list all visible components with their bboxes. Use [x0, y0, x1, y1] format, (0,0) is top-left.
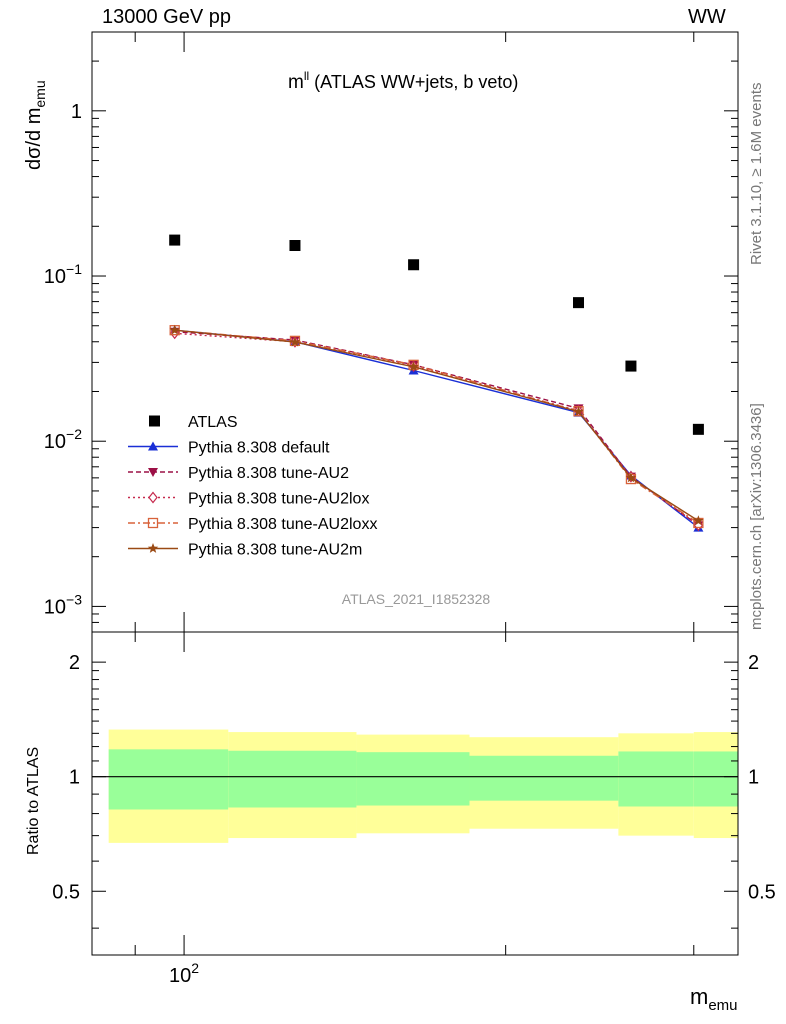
- ratio-tick-label-right: 1: [748, 767, 759, 789]
- series-marker: [147, 543, 159, 553]
- series-line: [174, 329, 699, 522]
- series-marker: [625, 472, 637, 483]
- legend-series-label: Pythia 8.308 tune-AU2m: [188, 542, 362, 559]
- legend-series-label: Pythia 8.308 tune-AU2lox: [188, 491, 369, 508]
- ratio-tick-label-left: 2: [69, 652, 80, 674]
- ratio-inner-band: [108, 749, 229, 810]
- ratio-inner-band: [618, 751, 694, 807]
- y-tick-label: 10−3: [44, 591, 82, 618]
- atlas-data-point: [169, 234, 181, 246]
- process-label: WW: [688, 6, 726, 28]
- energy-label: 13000 GeV pp: [102, 6, 231, 28]
- ratio-inner-band: [228, 750, 357, 808]
- ratio-tick-label-right: 2: [748, 652, 759, 674]
- atlas-data-point: [692, 423, 704, 435]
- legend-series-label: Pythia 8.308 tune-AU2: [188, 465, 349, 482]
- series-group: [169, 324, 704, 526]
- series-line: [174, 329, 699, 524]
- series-marker: [148, 468, 158, 477]
- ratio-plot-frame: [91, 631, 739, 956]
- analysis-watermark: ATLAS_2021_I1852328: [342, 591, 491, 607]
- ratio-inner-band: [469, 755, 619, 801]
- atlas-data-point: [625, 360, 637, 372]
- plot-title: mll (ATLAS WW+jets, b veto): [288, 69, 518, 93]
- ratio-axis-label: Ratio to ATLAS: [25, 747, 42, 855]
- legend-atlas-label: ATLAS: [188, 414, 238, 431]
- y-tick-label: 10−1: [44, 261, 82, 288]
- y-tick-label: 10−2: [44, 426, 82, 453]
- series-marker: [289, 336, 301, 347]
- ratio-tick-label-left: 1: [69, 767, 80, 789]
- ratio-tick-label-right: 0.5: [748, 881, 776, 903]
- series-marker: [147, 517, 159, 529]
- atlas-data-point: [408, 259, 420, 271]
- series-marker: [408, 359, 419, 370]
- x-axis-label: memu: [690, 984, 738, 1014]
- series-marker: [148, 441, 158, 451]
- series-marker: [573, 406, 584, 417]
- ratio-inner-band: [693, 751, 738, 807]
- series-marker: [148, 491, 158, 504]
- ratio-tick-label-left: 0.5: [52, 881, 80, 903]
- legend-series-label: Pythia 8.308 tune-AU2loxx: [188, 516, 377, 533]
- series-marker: [408, 361, 419, 372]
- legend-series-label: Pythia 8.308 default: [188, 440, 330, 457]
- atlas-data-point: [573, 297, 585, 309]
- atlas-data-point: [289, 240, 301, 252]
- ratio-inner-band: [356, 752, 470, 806]
- y-axis-label: dσ/d memu: [23, 80, 48, 170]
- y-tick-label: 1: [71, 101, 82, 123]
- legend-atlas-marker: [149, 415, 160, 427]
- series-marker: [169, 324, 180, 335]
- x-tick-label: 102: [169, 960, 199, 987]
- series-marker: [693, 515, 704, 526]
